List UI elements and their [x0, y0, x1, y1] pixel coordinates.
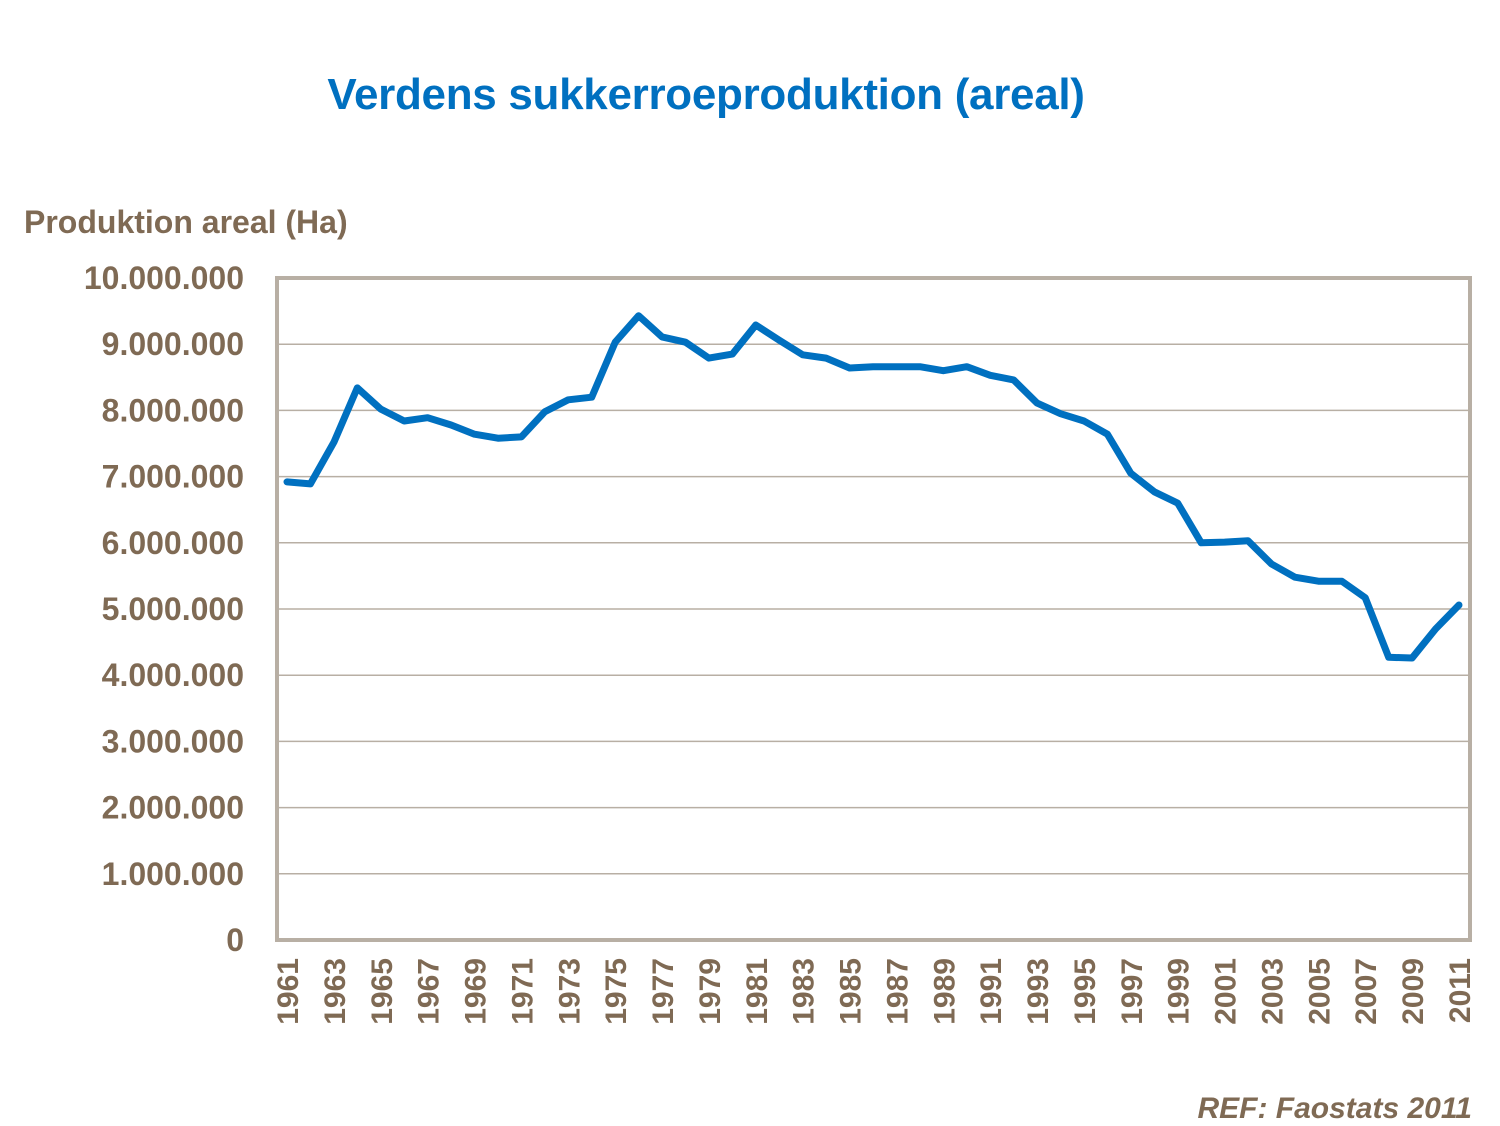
x-tick-label: 1981 [741, 958, 774, 1025]
y-axis-label: Produktion areal (Ha) [24, 204, 348, 240]
y-tick-label: 4.000.000 [102, 657, 244, 693]
x-tick-label: 1965 [366, 958, 399, 1025]
x-tick-label: 1961 [272, 958, 305, 1025]
x-tick-label: 1963 [319, 958, 352, 1025]
x-tick-labels: 1961 1963 1965 1967 1969 1971 1973 1975 1977 1979… [272, 958, 1477, 1025]
x-tick-label: 2005 [1303, 958, 1336, 1025]
x-tick-label: 1987 [881, 958, 914, 1025]
x-tick-label: 2001 [1210, 958, 1243, 1025]
y-tick-label: 5.000.000 [102, 591, 244, 627]
y-tick-label: 10.000.000 [84, 260, 244, 296]
y-tick-label: 1.000.000 [102, 856, 244, 892]
plot-frame [275, 276, 1472, 942]
x-tick-label: 1975 [600, 958, 633, 1025]
y-tick-label: 8.000.000 [102, 392, 244, 428]
y-tick-label: 7.000.000 [102, 459, 244, 495]
x-tick-label: 1973 [553, 958, 586, 1025]
gridlines [277, 343, 1470, 875]
x-tick-label: 1985 [835, 958, 868, 1025]
x-tick-label: 2011 [1444, 958, 1477, 1023]
chart-title: Verdens sukkerroeproduktion (areal) [327, 70, 1085, 119]
y-tick-label: 9.000.000 [102, 326, 244, 362]
x-tick-label: 1971 [506, 958, 539, 1025]
x-tick-label: 1977 [647, 958, 680, 1025]
y-tick-label: 2.000.000 [102, 790, 244, 826]
x-tick-label: 1979 [694, 958, 727, 1025]
series-line [283, 312, 1463, 662]
x-tick-label: 2003 [1256, 958, 1289, 1025]
x-tick-label: 1983 [788, 958, 821, 1025]
y-tick-label: 0 [226, 922, 244, 958]
x-tick-label: 1989 [928, 958, 961, 1025]
y-tick-label: 3.000.000 [102, 723, 244, 759]
x-tick-label: 1969 [460, 958, 493, 1025]
x-tick-label: 2009 [1397, 958, 1430, 1025]
x-tick-label: 1967 [413, 958, 446, 1025]
x-tick-label: 1991 [975, 958, 1008, 1025]
y-tick-labels: 0 1.000.000 2.000.000 3.000.000 4.000.000 5.0… [84, 260, 244, 958]
x-tick-label: 1997 [1116, 958, 1149, 1025]
source-reference: REF: Faostats 2011 [1197, 1092, 1472, 1125]
y-tick-label: 6.000.000 [102, 525, 244, 561]
x-tick-label: 2007 [1350, 958, 1383, 1025]
series-group [283, 312, 1463, 662]
x-tick-label: 1999 [1163, 958, 1196, 1025]
x-tick-label: 1995 [1069, 958, 1102, 1025]
x-tick-label: 1993 [1022, 958, 1055, 1025]
